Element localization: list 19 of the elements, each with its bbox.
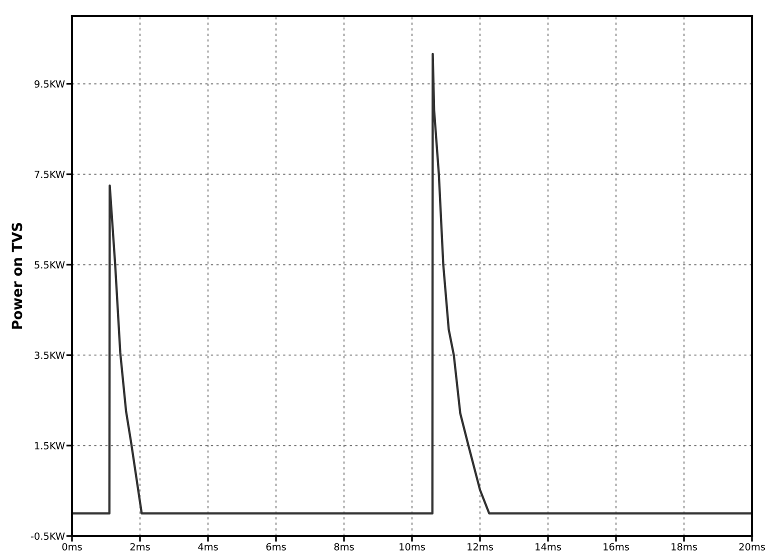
x-tick-label: 0ms (62, 543, 82, 550)
y-tick-label: 3.5KW (34, 352, 65, 359)
x-tick-label: 8ms (334, 543, 354, 550)
y-tick-label: 7.5KW (34, 170, 65, 178)
x-tick-label: 12ms (468, 543, 493, 550)
x-tick-label: 16ms (604, 543, 629, 550)
line-series (72, 52, 752, 514)
x-tick-label: 6ms (266, 543, 286, 550)
x-tick-label: 4ms (198, 543, 218, 550)
x-tick-label: 14ms (536, 543, 561, 550)
x-tick-label: 2ms (130, 543, 150, 550)
x-tick-label: 20ms (739, 543, 765, 550)
y-tick-label: 9.5KW (34, 80, 65, 88)
y-tick-label: 5.5KW (34, 261, 65, 269)
y-axis-title: Power on TVS (12, 222, 22, 329)
x-tick-label: 10ms (400, 543, 425, 550)
y-tick-label: -0.5KW (30, 532, 65, 540)
y-tick-label: 1.5KW (35, 442, 65, 450)
x-tick-label: 18ms (672, 543, 697, 550)
